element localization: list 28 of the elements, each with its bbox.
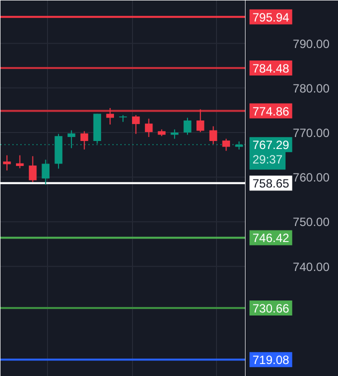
candlestick (170, 128, 178, 140)
candlestick (184, 117, 192, 136)
candlestick (144, 118, 153, 138)
candlestick (196, 108, 204, 133)
candlestick (209, 126, 218, 145)
ref-line-label: 730.66 (252, 301, 290, 316)
candlestick (16, 154, 24, 169)
text: 29:37 (252, 152, 283, 167)
y-tick-label: 780.00 (292, 81, 330, 96)
ref-line-label: 784.48 (252, 61, 290, 76)
y-tick-label: 750.00 (292, 215, 330, 230)
y-tick-label: 790.00 (292, 36, 330, 51)
candlestick (106, 107, 114, 125)
y-tick-label: 770.00 (292, 126, 330, 140)
ref-line-label: 795.94 (252, 10, 290, 24)
candlestick (222, 138, 230, 152)
ref-line-label: 746.42 (252, 231, 290, 246)
candlestick (3, 154, 11, 171)
candlestick (80, 130, 88, 150)
y-tick-label: 760.00 (292, 170, 330, 185)
candlestick (42, 159, 50, 186)
ref-line-label: 758.65 (252, 176, 290, 191)
y-tick-label: 740.00 (292, 260, 330, 274)
ref-line-label: 719.08 (252, 353, 290, 368)
candlestick (132, 114, 140, 134)
ref-line-label: 774.86 (252, 104, 290, 118)
candlestick (28, 156, 37, 183)
ref-line-label: 767.29 (252, 138, 290, 152)
